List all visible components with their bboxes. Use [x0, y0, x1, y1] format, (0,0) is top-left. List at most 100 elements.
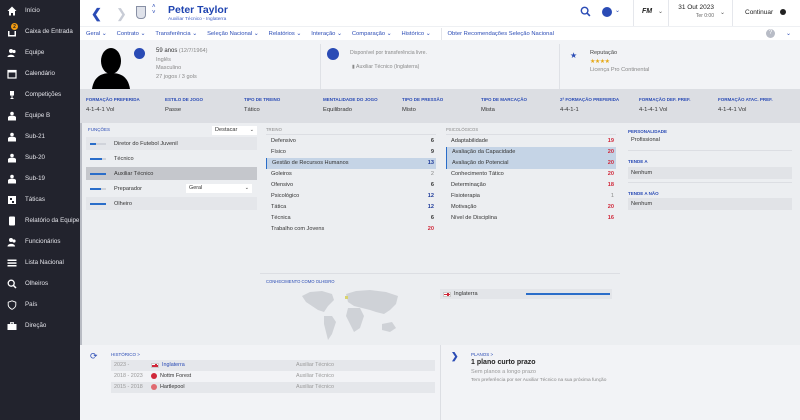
chevron-down-icon[interactable]: ⌄: [615, 8, 621, 14]
tactic-item: MENTALIDADE DO JOGO Equilibrado: [323, 97, 378, 113]
tab-bar: Geral ⌄ Contrato ⌄ Transferência ⌄ Seleç…: [80, 26, 800, 42]
sidebar-item-taticas[interactable]: Táticas: [0, 189, 80, 210]
tends-not-label: TENDE A NÃO: [628, 191, 659, 196]
sidebar: Início 2 Caixa de Entrada Equipe Calendár…: [0, 0, 80, 420]
attribute-row: Goleiros 2: [271, 171, 434, 178]
chevron-right-icon[interactable]: ❯: [451, 351, 459, 361]
staff-icon: [6, 236, 17, 247]
tab-historico[interactable]: Histórico ⌄: [401, 30, 431, 37]
personality-panel: PERSONALIDADE Profissional TENDE A Nenhu…: [620, 123, 800, 345]
england-crest-icon: [136, 6, 146, 19]
section-title: CONHECIMENTO COMO OLHEIRO: [266, 279, 335, 284]
transfer-status: Disponível por transferência livre.: [350, 50, 427, 56]
main-panel: FUNÇÕES Destacar ⌄ Diretor do Futebol Juv…: [80, 123, 800, 345]
function-row[interactable]: Olheiro: [86, 197, 257, 210]
list-icon: [6, 257, 17, 268]
chevron-down-icon[interactable]: ⌄: [786, 31, 792, 37]
tactical-preferences: FORMAÇÃO PREFERIDA 4-1-4-1 Vol ESTILO DE …: [80, 89, 800, 123]
preparador-select[interactable]: Geral ⌄: [186, 184, 252, 193]
sidebar-item-equipe-b[interactable]: Equipe B: [0, 105, 80, 126]
prev-next-stepper[interactable]: ˄ ˅: [152, 4, 156, 16]
function-row[interactable]: Técnico: [86, 152, 257, 165]
sidebar-item-competicoes[interactable]: Competições: [0, 84, 80, 105]
sidebar-item-calendario[interactable]: Calendário: [0, 63, 80, 84]
level-bar: [90, 187, 106, 190]
tab-contrato[interactable]: Contrato ⌄: [116, 30, 146, 37]
scouting-knowledge: CONHECIMENTO COMO OLHEIRO Inglaterra: [260, 273, 620, 345]
sidebar-item-inicio[interactable]: Início: [0, 0, 80, 21]
search-button[interactable]: [580, 6, 591, 20]
page-subtitle[interactable]: Auxiliar Técnico - Inglaterra: [168, 17, 227, 22]
back-button[interactable]: ❮: [91, 6, 102, 21]
world-map[interactable]: [300, 288, 404, 344]
personality-value: Profissional: [631, 137, 660, 143]
tab-relatorios[interactable]: Relatórios ⌄: [268, 30, 302, 37]
calendar-icon: [6, 68, 17, 79]
knowledge-bar: [526, 293, 610, 295]
tab-obter-recomendacoes[interactable]: Obter Recomendações Seleção Nacional: [447, 30, 554, 37]
tab-transferencia[interactable]: Transferência ⌄: [155, 30, 198, 37]
section-title: TREINO: [266, 127, 436, 135]
tab-selecao-nacional[interactable]: Seleção Nacional ⌄: [207, 30, 259, 37]
sidebar-item-sub20[interactable]: Sub-20: [0, 147, 80, 168]
attribute-row: Trabalho com Jovens 20: [271, 226, 434, 233]
plans-link[interactable]: PLANOS >: [471, 352, 494, 357]
squad-icon: [6, 110, 17, 121]
history-link[interactable]: HISTÓRICO >: [111, 352, 140, 357]
attribute-row: Adaptabilidade 19: [451, 138, 614, 145]
history-row[interactable]: 2018 - 2023 Nottm Forest Auxiliar Técnico: [114, 373, 334, 380]
tab-comparacao[interactable]: Comparação ⌄: [351, 30, 392, 37]
sidebar-item-sub21[interactable]: Sub-21: [0, 126, 80, 147]
continue-button[interactable]: Continuar: [745, 9, 774, 16]
game-time: Ter 0:00: [695, 13, 714, 19]
sidebar-item-pais[interactable]: País: [0, 294, 80, 315]
report-icon: [6, 215, 17, 226]
transfer-status-icon: [327, 48, 339, 60]
avatar: [92, 48, 130, 89]
squad-icon: [6, 131, 17, 142]
history-row[interactable]: 2015 - 2018 Hartlepool Auxiliar Técnico: [111, 382, 435, 393]
gender: Masculino: [156, 65, 182, 72]
sidebar-item-lista-nacional[interactable]: Lista Nacional: [0, 252, 80, 273]
function-row[interactable]: Preparador Geral ⌄: [86, 182, 257, 195]
tactic-item: TIPO DE TREINO Tático: [244, 97, 281, 113]
sidebar-item-inbox[interactable]: 2 Caixa de Entrada: [0, 21, 80, 42]
function-row-selected[interactable]: Auxiliar Técnico: [86, 167, 257, 180]
sidebar-item-equipe[interactable]: Equipe: [0, 42, 80, 63]
game-date[interactable]: 31 Out 2023: [678, 4, 714, 11]
globe-icon[interactable]: [602, 7, 612, 17]
sidebar-item-direcao[interactable]: Direção: [0, 315, 80, 336]
sidebar-item-sub19[interactable]: Sub-19: [0, 168, 80, 189]
history-row[interactable]: 2023 - Inglaterra Auxiliar Técnico: [111, 360, 435, 371]
sidebar-item-label: Direção: [25, 322, 47, 329]
sidebar-item-label: Competições: [25, 91, 62, 98]
forward-button[interactable]: ❯: [116, 6, 127, 21]
level-bar: [90, 142, 106, 145]
sidebar-item-funcionarios[interactable]: Funcionários: [0, 231, 80, 252]
sidebar-item-olheiros[interactable]: Olheiros: [0, 273, 80, 294]
continue-icon[interactable]: [780, 9, 786, 15]
attribute-row: Fisioterapia 1: [451, 193, 614, 200]
attribute-row: Tática 12: [271, 204, 434, 211]
current-role: ▮ Auxiliar Técnico (Inglaterra): [352, 64, 420, 70]
function-row[interactable]: Diretor do Futebol Juvenil: [86, 137, 257, 150]
chevron-down-icon[interactable]: ⌄: [658, 9, 664, 15]
fm-menu-button[interactable]: FM: [642, 8, 653, 15]
highlight-select[interactable]: Destacar ⌄: [212, 126, 257, 135]
chevron-down-icon[interactable]: ⌄: [720, 10, 726, 16]
attribute-row-highlighted: Gestão de Recursos Humanos 13: [266, 158, 436, 169]
personal-info: 59 anos (12/7/1964) Inglês Masculino 27 …: [156, 47, 208, 81]
sidebar-item-relatorio[interactable]: Relatório da Equipe: [0, 210, 80, 231]
tab-geral[interactable]: Geral ⌄: [80, 27, 110, 42]
level-bar: [90, 202, 106, 205]
sidebar-item-label: Olheiros: [25, 280, 49, 287]
tactic-item: ESTILO DE JOGO Passe: [165, 97, 204, 113]
sidebar-item-label: Equipe B: [25, 112, 51, 119]
tab-interacao[interactable]: Interação ⌄: [311, 30, 342, 37]
age: 59 anos: [156, 48, 178, 54]
shield-icon: [6, 299, 17, 310]
tactic-item: FORMAÇÃO PREFERIDA 4-1-4-1 Vol: [86, 97, 140, 113]
help-button[interactable]: ?: [766, 29, 775, 38]
nottm-forest-crest-icon: [151, 373, 157, 380]
sidebar-item-label: Sub-19: [25, 175, 45, 182]
